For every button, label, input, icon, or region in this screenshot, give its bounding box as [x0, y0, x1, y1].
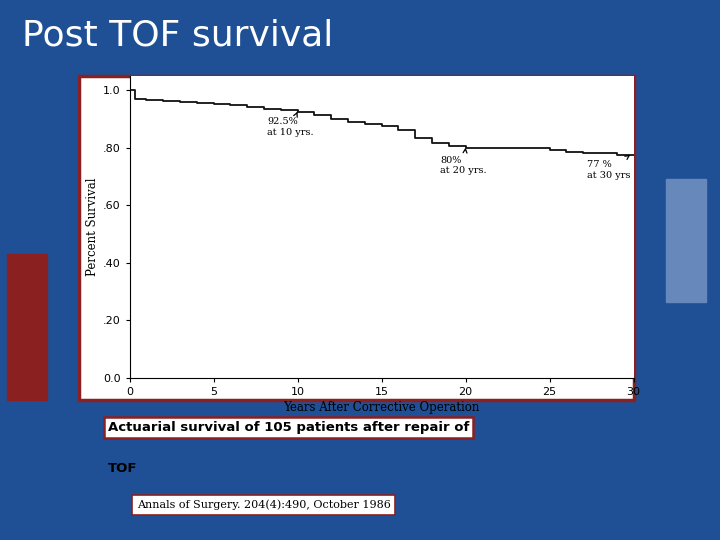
Text: 92.5%
at 10 yrs.: 92.5% at 10 yrs. [267, 112, 314, 137]
Text: 80%
at 20 yrs.: 80% at 20 yrs. [441, 149, 487, 175]
Text: 77 %
at 30 yrs: 77 % at 30 yrs [587, 156, 630, 180]
Text: TOF: TOF [108, 462, 138, 475]
X-axis label: Years After Corrective Operation: Years After Corrective Operation [284, 401, 480, 414]
Text: Post TOF survival: Post TOF survival [22, 19, 333, 53]
Y-axis label: Percent Survival: Percent Survival [86, 178, 99, 276]
Text: Actuarial survival of 105 patients after repair of: Actuarial survival of 105 patients after… [108, 421, 469, 434]
Text: Annals of Surgery. 204(4):490, October 1986: Annals of Surgery. 204(4):490, October 1… [137, 500, 391, 510]
